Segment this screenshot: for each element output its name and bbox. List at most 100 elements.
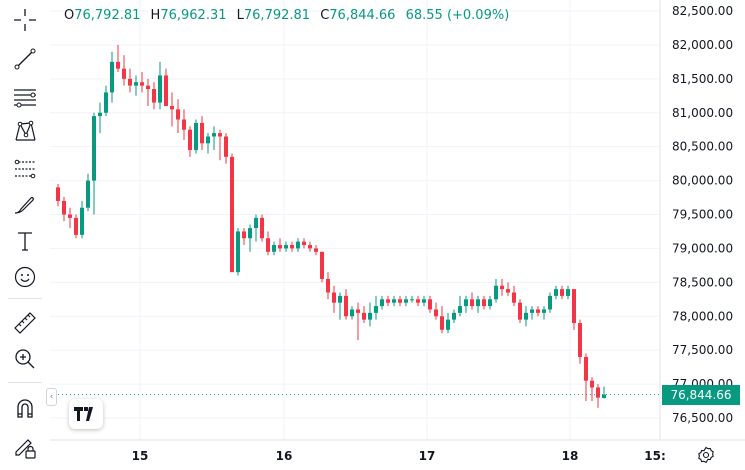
- candle-body: [374, 306, 378, 313]
- chart-settings-button[interactable]: [697, 446, 715, 464]
- candle: [380, 295, 384, 310]
- candle: [200, 116, 204, 151]
- time-axis-label: 15: [132, 449, 149, 463]
- candle: [596, 384, 600, 408]
- candle-body: [74, 217, 78, 235]
- candle: [260, 214, 264, 242]
- close-value: 76,844.66: [329, 8, 396, 23]
- candle-body: [236, 231, 240, 273]
- brush-tool[interactable]: [6, 190, 44, 220]
- candle-body: [410, 299, 414, 301]
- candle-body: [164, 75, 168, 106]
- candle: [266, 231, 270, 256]
- candle-body: [398, 299, 402, 303]
- candle: [446, 312, 450, 334]
- candle: [164, 68, 168, 106]
- zoom-in-tool[interactable]: [6, 344, 44, 374]
- candle-body: [212, 133, 216, 137]
- candle: [428, 295, 432, 313]
- collapse-toolbar-button[interactable]: ‹: [46, 388, 57, 406]
- text-tool[interactable]: [6, 226, 44, 256]
- candle: [218, 129, 222, 161]
- price-axis-label: 78,000.00: [672, 309, 733, 323]
- candle: [344, 289, 348, 320]
- text-icon: [18, 232, 32, 251]
- lock-draw-icon: [15, 439, 36, 459]
- candle: [518, 299, 522, 324]
- horizontal-lines-tool[interactable]: [6, 82, 44, 112]
- price-axis-label: 79,500.00: [672, 208, 733, 222]
- candle-body: [68, 214, 72, 218]
- candle-body: [512, 292, 516, 303]
- candle: [74, 214, 78, 239]
- price-axis-label: 81,500.00: [672, 72, 733, 86]
- fib-retracement-tool[interactable]: [6, 154, 44, 184]
- candle: [512, 285, 516, 307]
- candle-body: [602, 394, 606, 399]
- gear-icon: [698, 446, 714, 464]
- candle: [110, 51, 114, 103]
- candle-body: [224, 136, 228, 157]
- candle: [452, 309, 456, 324]
- candle-body: [356, 309, 360, 313]
- candle-body: [332, 292, 336, 303]
- candle: [440, 306, 444, 334]
- candle-body: [362, 312, 366, 320]
- time-axis[interactable]: 15 16 17 18 15:: [132, 449, 666, 463]
- drawing-toolbar: [0, 0, 50, 470]
- candle: [188, 126, 192, 157]
- change-value: 68.55 (+0.09%): [405, 8, 510, 23]
- low-value: 76,792.81: [243, 8, 311, 23]
- candle-body: [422, 299, 426, 303]
- candle-body: [578, 323, 582, 357]
- candle-body: [338, 295, 342, 303]
- candle: [248, 224, 252, 252]
- crosshair-tool[interactable]: [6, 5, 44, 35]
- candle: [554, 285, 558, 300]
- candle-body: [92, 116, 96, 181]
- candle-body: [56, 187, 60, 201]
- candle-body: [62, 200, 66, 215]
- candle: [194, 119, 198, 154]
- candle-body: [188, 129, 192, 151]
- candle: [272, 241, 276, 256]
- price-axis[interactable]: 82,500.00 82,000.00 81,500.00 81,000.00 80,5…: [672, 4, 733, 425]
- candle-body: [326, 278, 330, 293]
- candle: [584, 353, 588, 402]
- time-axis-label: 18: [562, 449, 579, 463]
- candle: [482, 295, 486, 310]
- price-axis-label: 80,500.00: [672, 140, 733, 154]
- fib-retracement-icon: [14, 159, 36, 179]
- candle-body: [230, 156, 234, 273]
- time-axis-label: 16: [276, 449, 293, 463]
- candle: [158, 61, 162, 110]
- candle: [326, 272, 330, 300]
- ohlc-legend: O76,792.81 H76,962.31 L76,792.81 C76,844…: [64, 8, 515, 23]
- chart-grid: [50, 0, 660, 440]
- candle: [302, 238, 306, 249]
- lock-draw-tool[interactable]: [6, 432, 44, 462]
- ruler-tool[interactable]: [6, 308, 44, 338]
- candle: [182, 109, 186, 140]
- candle-body: [380, 299, 384, 307]
- candle-body: [572, 289, 576, 324]
- candle: [542, 306, 546, 320]
- last-price-badge: 76,844.66: [662, 385, 740, 405]
- trend-line-tool[interactable]: [6, 44, 44, 74]
- candle: [590, 377, 594, 402]
- candle: [392, 295, 396, 307]
- candle-body: [104, 92, 108, 113]
- brush-icon: [14, 197, 34, 214]
- pattern-tool[interactable]: [6, 116, 44, 146]
- candle-body: [254, 217, 258, 229]
- emoji-tool[interactable]: [6, 262, 44, 292]
- close-label: C: [320, 8, 330, 23]
- tradingview-logo[interactable]: [69, 399, 103, 429]
- price-axis-label: 76,500.00: [672, 411, 733, 425]
- crosshair-icon: [14, 9, 36, 31]
- candle-body: [506, 289, 510, 293]
- price-axis-label: 82,500.00: [672, 4, 733, 18]
- time-axis-label: 15:: [644, 449, 666, 463]
- magnet-tool[interactable]: [6, 394, 44, 424]
